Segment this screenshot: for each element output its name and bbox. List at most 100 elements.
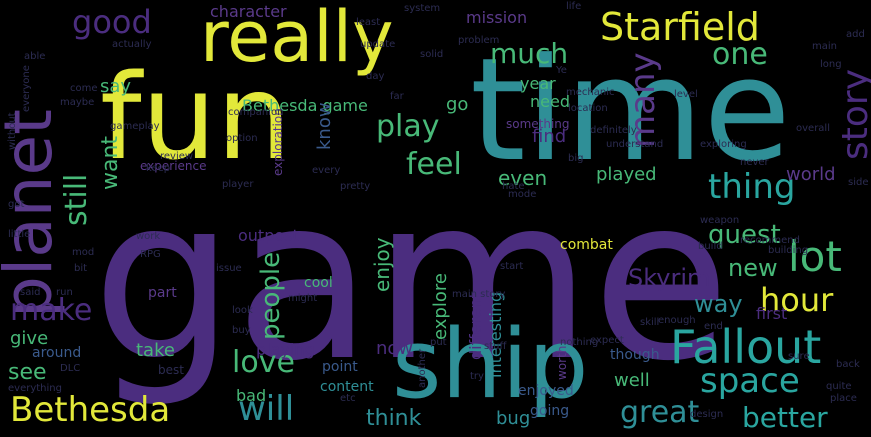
word-thing: thing (708, 167, 796, 207)
word-add: add (846, 29, 865, 40)
word-companion: companion (228, 107, 284, 118)
word-bad: bad (236, 386, 267, 405)
word-never: never (740, 157, 769, 168)
word-combat: combat (560, 237, 613, 253)
word-might: might (288, 293, 318, 304)
word-got: got (8, 199, 25, 210)
word-problem: problem (458, 35, 500, 46)
word-expect: expect (590, 335, 624, 346)
word-enjoyed: enjoyed (518, 383, 574, 399)
word-first: first (756, 304, 788, 323)
word-pretty: pretty (340, 181, 371, 192)
word-fallout: Fallout (670, 320, 822, 374)
word-build: build (698, 241, 723, 252)
word-well: well (614, 370, 650, 391)
word-year: year (520, 74, 556, 93)
word-see: see (8, 360, 47, 385)
word-great: great (620, 395, 700, 430)
word-design: design (690, 409, 724, 420)
word-world: world (786, 164, 836, 185)
word-buy: buy (232, 325, 251, 336)
word-fun: fun (100, 48, 292, 186)
word-gameplay: gameplay (110, 121, 160, 132)
word-far: far (390, 91, 404, 102)
word-though: though (610, 347, 660, 363)
word-every: every (312, 165, 341, 176)
word-character: character (210, 2, 287, 21)
word-outpost: outpost (238, 226, 299, 245)
word-want: want (98, 135, 123, 190)
word-around: around (32, 345, 82, 361)
word-mode: mode (508, 189, 537, 200)
word-place: place (830, 393, 857, 404)
word-end: end (704, 321, 723, 332)
word-bit: bit (74, 263, 88, 274)
word-space: space (700, 361, 800, 401)
word-way: way (694, 290, 743, 318)
word-long: long (820, 59, 842, 70)
word-etc: etc (340, 393, 356, 404)
word-issue: issue (216, 263, 242, 274)
word-enjoy: enjoy (370, 237, 394, 292)
word-start: start (500, 261, 524, 272)
word-update: update (360, 39, 396, 50)
word-another: another (417, 348, 428, 388)
word-now: now (376, 338, 414, 359)
word-enough: enough (658, 315, 696, 326)
word-mechanic: mechanic (566, 87, 615, 98)
word-exploring: exploring (700, 139, 747, 150)
word-said: said (20, 287, 41, 298)
word-hour: hour (760, 281, 834, 319)
word-really: really (200, 0, 394, 78)
word-building: building (768, 245, 809, 256)
word-maybe: maybe (60, 97, 95, 108)
word-ye: Ye (556, 65, 567, 76)
word-mod: mod (72, 247, 95, 258)
word-definitely: definitely (590, 125, 637, 136)
word-good: good (72, 3, 152, 41)
word-bethesda: Bethesda (10, 390, 171, 430)
word-story: story (835, 68, 871, 160)
word-option: option (226, 133, 258, 144)
word-run: run (56, 287, 73, 298)
word-weapon: weapon (700, 215, 740, 226)
word-go: go (446, 94, 469, 115)
word-mission: mission (466, 8, 528, 27)
word-love: love (232, 345, 295, 380)
word-stuff: stuff (484, 341, 507, 352)
word-something: something (506, 117, 570, 131)
word-without: without (7, 112, 18, 150)
word-quest: quest (708, 220, 781, 250)
word-location: location (568, 103, 608, 114)
word-exploration: exploration (271, 108, 285, 176)
word-recommend: recommend (740, 235, 800, 246)
word-know: know (314, 102, 335, 150)
word-starfield: Starfield (600, 5, 760, 49)
word-time: time (470, 28, 791, 193)
word-one: one (712, 37, 768, 72)
word-need: need (530, 92, 570, 111)
word-give: give (10, 328, 49, 349)
word-everything: everything (8, 383, 62, 394)
word-find: find (532, 126, 567, 147)
word-make: make (10, 293, 93, 328)
word-back: back (836, 359, 860, 370)
word-least: least (356, 17, 381, 28)
word-big: big (568, 153, 584, 164)
word-even: even (498, 166, 548, 190)
word-people: people (256, 251, 286, 340)
word-different: different (466, 292, 485, 360)
word-experience: experience (140, 159, 207, 173)
word-interesting: interesting (486, 291, 505, 378)
word-best: best (158, 363, 184, 377)
word-played: played (596, 164, 657, 185)
word-skill: skill (640, 317, 660, 328)
word-actually: actually (112, 39, 152, 50)
word-game: game (92, 149, 731, 411)
word-still: still (59, 173, 94, 226)
word-player: player (222, 179, 254, 190)
word-keep: keep (146, 163, 171, 174)
word-try: try (470, 371, 484, 382)
word-much: much (490, 37, 569, 70)
